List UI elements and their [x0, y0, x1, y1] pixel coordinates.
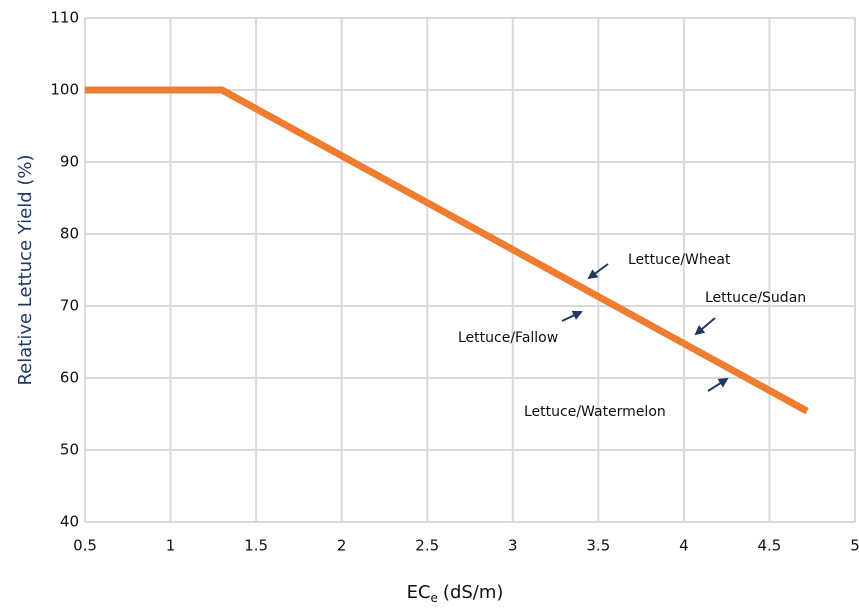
x-label-main: EC — [407, 582, 431, 603]
x-tick-label: 2 — [337, 537, 347, 555]
arrow — [561, 310, 583, 322]
arrow — [707, 377, 729, 392]
x-label-unit: (dS/m) — [443, 582, 504, 603]
y-tick-label: 90 — [60, 153, 79, 171]
y-tick-label: 110 — [50, 9, 79, 27]
annotation: Lettuce/Sudan — [705, 290, 806, 306]
y-tick-label: 70 — [60, 297, 79, 315]
x-axis-label: ECe (dS/m) — [407, 582, 504, 605]
x-tick-label: 1 — [166, 537, 176, 555]
arrow — [694, 317, 716, 336]
y-tick-label: 100 — [50, 81, 79, 99]
y-tick-label: 60 — [60, 369, 79, 387]
x-tick-label: 5 — [850, 537, 859, 555]
x-tick-label: 4 — [679, 537, 689, 555]
data-line — [85, 86, 809, 415]
x-tick-label: 1.5 — [244, 537, 268, 555]
x-tick-label: 3.5 — [586, 537, 610, 555]
y-tick-label: 80 — [60, 225, 79, 243]
y-axis-label: Relative Lettuce Yield (%) — [15, 154, 36, 385]
x-label-subscript: e — [431, 591, 438, 605]
x-tick-label: 3 — [508, 537, 518, 555]
x-tick-label: 4.5 — [758, 537, 782, 555]
x-tick-label: 0.5 — [73, 537, 97, 555]
plot — [85, 86, 809, 415]
y-tick-label: 40 — [60, 513, 79, 531]
arrow — [587, 263, 609, 280]
grid — [84, 17, 856, 523]
x-tick-label: 2.5 — [415, 537, 439, 555]
annotation: Lettuce/Fallow — [458, 330, 558, 346]
annotation: Lettuce/Watermelon — [524, 404, 666, 420]
annotation: Lettuce/Wheat — [628, 252, 731, 268]
y-tick-label: 50 — [60, 441, 79, 459]
